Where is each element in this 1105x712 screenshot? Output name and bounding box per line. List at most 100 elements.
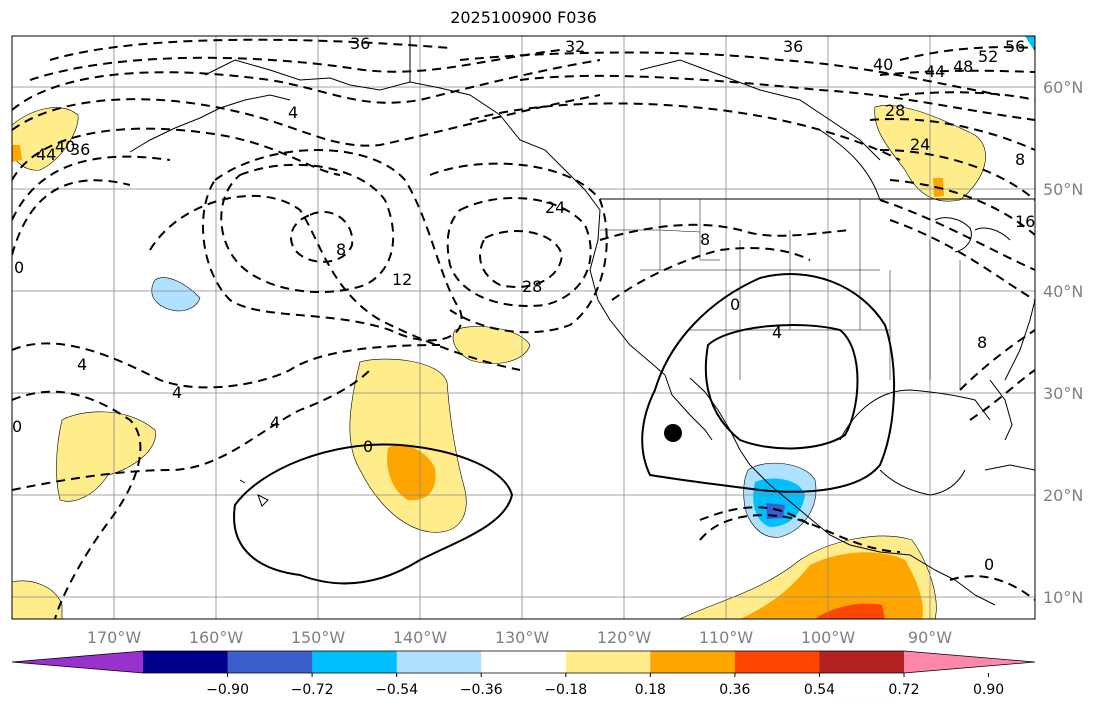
colorbar-segment <box>143 651 229 673</box>
colorbar-segment <box>227 651 313 673</box>
clabel: 44 <box>925 62 945 81</box>
dashed-contours <box>12 38 1035 619</box>
clabel: 0 <box>363 437 373 456</box>
lon-label: 150°W <box>291 628 346 647</box>
clabel: 8 <box>336 240 346 259</box>
colorbar-segment <box>481 651 567 673</box>
colorbar-extend-max <box>904 651 1035 673</box>
lat-labels: 60°N 50°N 40°N 30°N 20°N 10°N <box>1043 78 1083 607</box>
lat-label: 40°N <box>1043 282 1083 301</box>
map-title: 2025100900 F036 <box>450 8 597 27</box>
shade-yellow-far-west <box>12 107 79 171</box>
lon-label: 130°W <box>495 628 550 647</box>
colorbar-tick-label: −0.18 <box>544 682 587 698</box>
colorbar-tick-label: 0.54 <box>804 682 835 698</box>
colorbar-segment <box>819 651 905 673</box>
clabel: 40 <box>55 137 75 156</box>
east-coast <box>1004 299 1035 381</box>
state-borders <box>600 199 961 390</box>
shade-yellow-west-small <box>56 411 156 502</box>
lon-label: 100°W <box>801 628 856 647</box>
lon-label: 160°W <box>189 628 244 647</box>
clabel: 24 <box>910 135 930 154</box>
colorbar-tick-label: −0.72 <box>291 682 334 698</box>
shade-orange-tropics <box>740 552 923 619</box>
shade-red-tropics <box>815 603 885 619</box>
lat-label: 20°N <box>1043 486 1083 505</box>
lat-label: 10°N <box>1043 588 1083 607</box>
shade-yellow-mid-pac <box>452 326 531 364</box>
colorbar-tick-label: 0.36 <box>719 682 750 698</box>
great-lakes <box>934 217 1011 253</box>
clabel: 4 <box>288 103 298 122</box>
colorbar-tick-label: 0.90 <box>973 682 1004 698</box>
clabel: 44 <box>36 145 56 164</box>
lon-label: 170°W <box>87 628 142 647</box>
clabel: 36 <box>783 37 803 56</box>
colorbar-tick-label: −0.54 <box>375 682 418 698</box>
lon-label: 120°W <box>597 628 652 647</box>
clabel: 28 <box>885 101 905 120</box>
colorbar-segment <box>312 651 398 673</box>
central-america <box>934 569 996 606</box>
clabel: 8 <box>977 333 987 352</box>
map-frame <box>11 35 1036 620</box>
colorbar-extend-min <box>12 651 143 673</box>
lon-label: 140°W <box>393 628 448 647</box>
colorbar-segment <box>734 651 820 673</box>
shade-blue-small <box>151 277 201 312</box>
lat-label: 60°N <box>1043 78 1083 97</box>
colorbar-segment <box>396 651 482 673</box>
gulf-california <box>689 377 731 431</box>
gulf-mexico <box>839 389 991 441</box>
clabel: 36 <box>350 34 370 53</box>
clabel: 40 <box>873 55 893 74</box>
colorbar-segment <box>565 651 651 673</box>
us-west-coast <box>589 209 666 376</box>
shade-cyan-corner <box>1025 36 1035 52</box>
canada-arctic <box>639 59 881 161</box>
colorbar-tick-label: −0.36 <box>460 682 503 698</box>
hawaii <box>239 479 269 507</box>
clabel: 24 <box>545 198 565 217</box>
clabel: 32 <box>565 37 585 56</box>
lon-label: 90°W <box>908 628 952 647</box>
clabel: 0 <box>14 258 24 277</box>
yucatan <box>879 469 966 496</box>
aleutians <box>129 94 291 153</box>
clabel: 4 <box>172 383 182 402</box>
coastlines <box>129 36 1035 606</box>
shade-orange-far-west <box>12 145 22 162</box>
clabel: 16 <box>1015 212 1035 231</box>
colorbar-tick-label: −0.90 <box>206 682 249 698</box>
clabel: 4 <box>772 323 782 342</box>
clabel: 0 <box>12 417 22 436</box>
clabel: 0 <box>984 555 994 574</box>
lon-label: 110°W <box>699 628 754 647</box>
lat-label: 50°N <box>1043 180 1083 199</box>
baja <box>664 374 713 441</box>
lat-label: 30°N <box>1043 384 1083 403</box>
clabel: 36 <box>70 140 90 159</box>
solid-contours <box>233 273 896 585</box>
clabel: 4 <box>270 413 280 432</box>
clabel: 48 <box>953 57 973 76</box>
colorbar-tick-label: 0.72 <box>888 682 919 698</box>
mexico-west-coast <box>729 429 936 571</box>
florida <box>989 379 1013 441</box>
shade-orange-central <box>387 444 436 501</box>
clabel: 28 <box>522 277 542 296</box>
clabel: 8 <box>700 230 710 249</box>
clabel: 0 <box>730 295 740 314</box>
clabel: 56 <box>1005 37 1025 56</box>
clabel: 4 <box>77 355 87 374</box>
clabel: 52 <box>978 47 998 66</box>
alaska-coast <box>204 59 601 211</box>
colorbar-segment <box>650 651 736 673</box>
shade-yellow-sw-corner <box>12 580 63 619</box>
clabel: 8 <box>1015 150 1025 169</box>
colorbar-tick-label: 0.18 <box>635 682 666 698</box>
hudson-bay <box>819 129 881 201</box>
lon-labels: 170°W 160°W 150°W 140°W 130°W 120°W 110°… <box>87 628 952 647</box>
